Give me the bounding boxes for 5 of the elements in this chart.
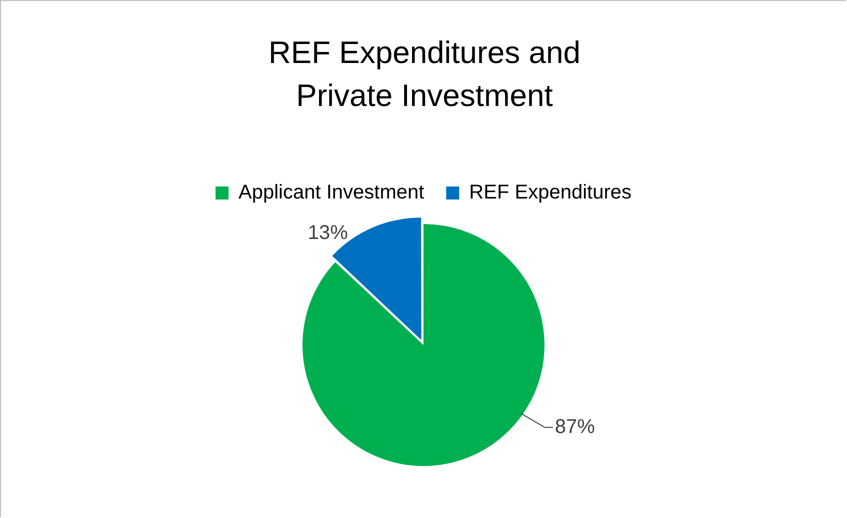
legend-label: REF Expenditures bbox=[469, 182, 632, 204]
legend-label: Applicant Investment bbox=[238, 182, 425, 204]
chart-title: REF Expenditures and Private Investment bbox=[268, 34, 582, 115]
data-label: 13% bbox=[308, 222, 348, 244]
data-label: 87% bbox=[554, 416, 596, 438]
